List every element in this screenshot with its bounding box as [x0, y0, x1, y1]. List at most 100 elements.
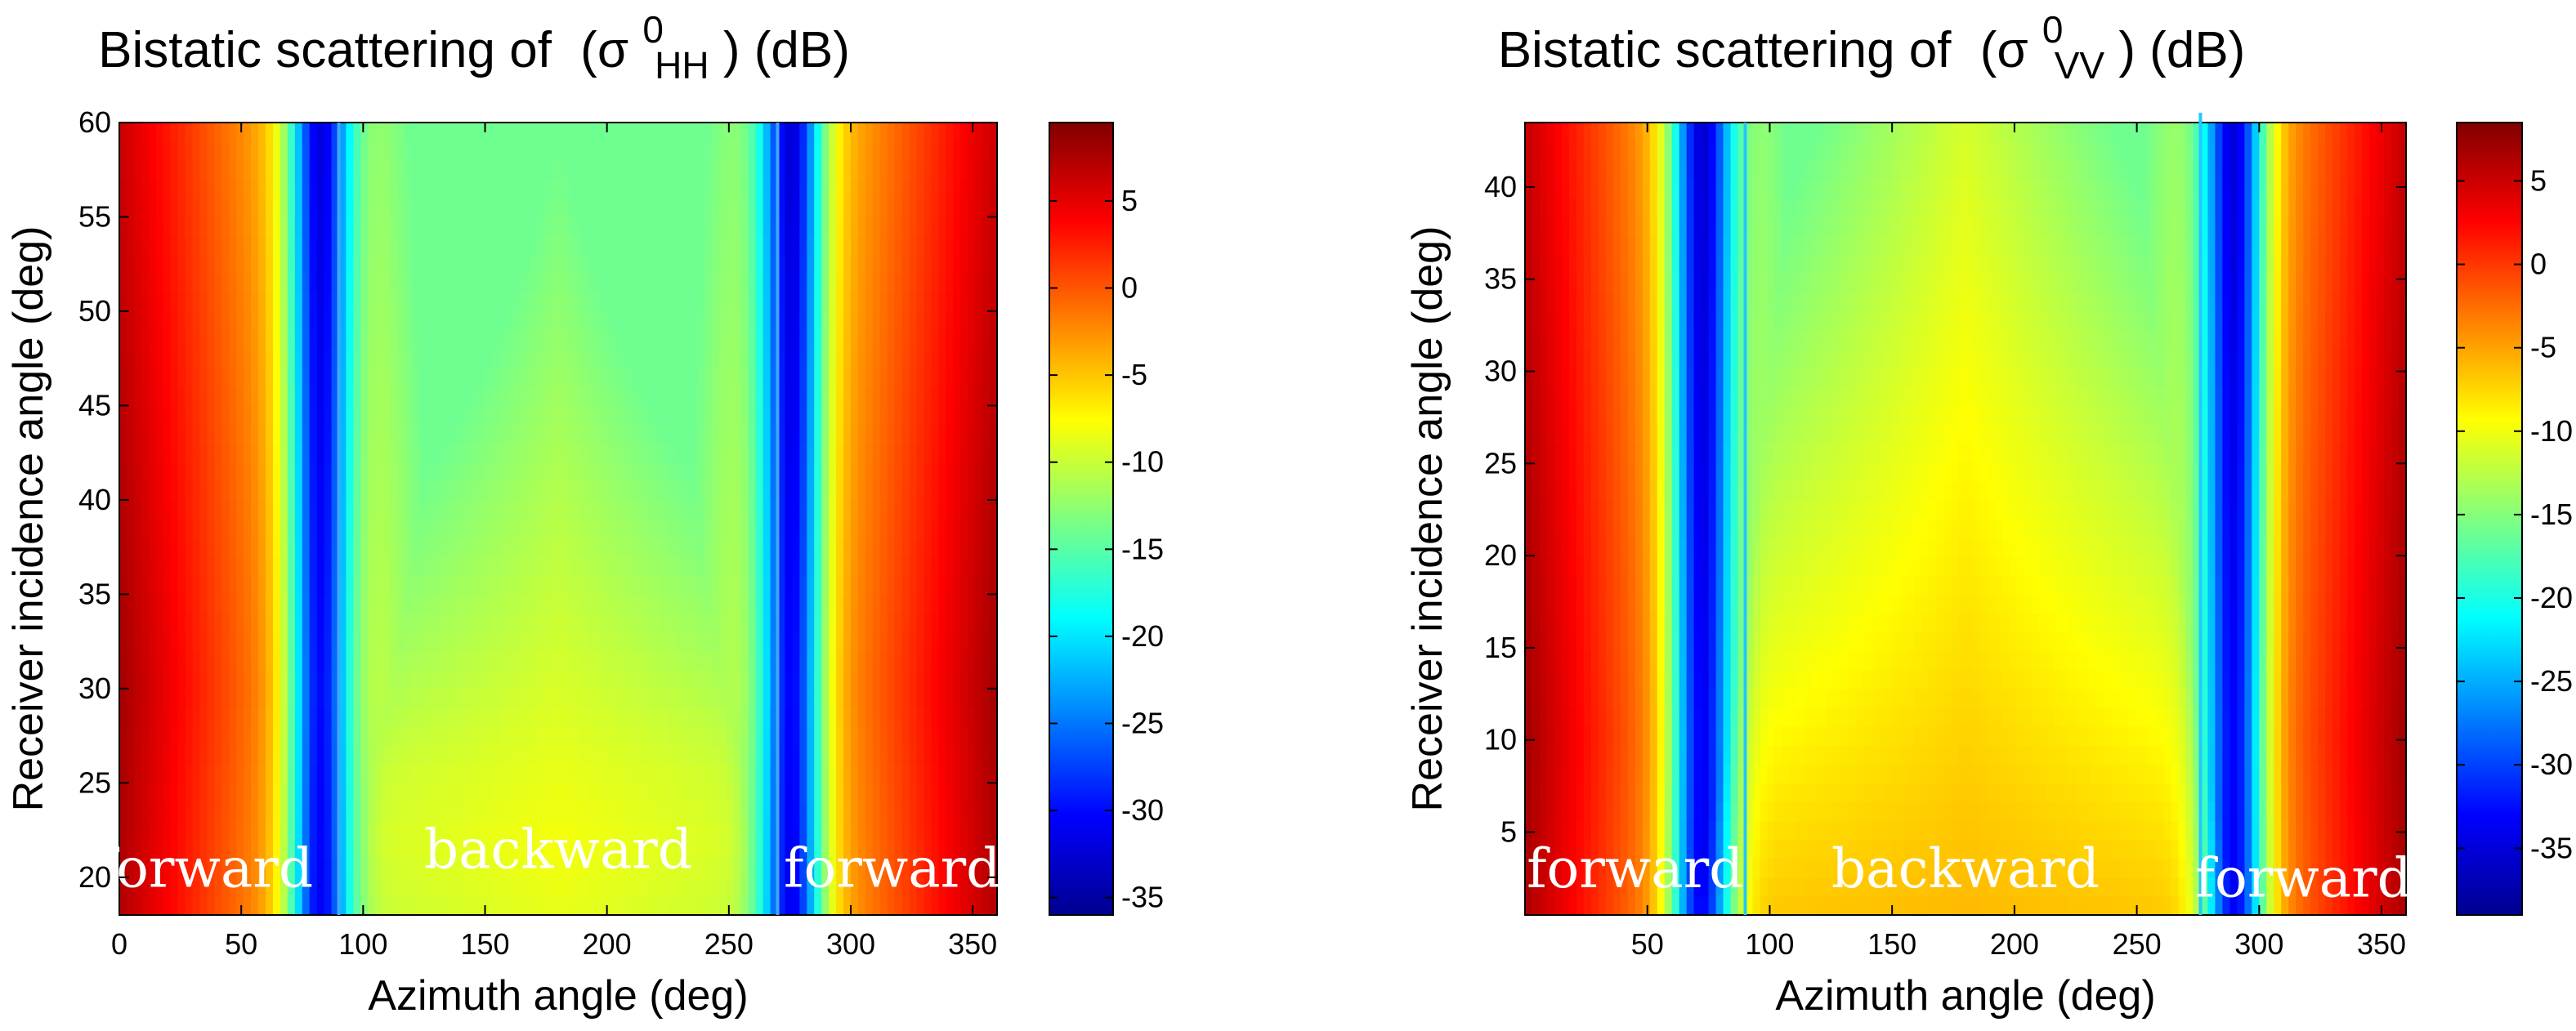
chart-hh-cell	[133, 839, 142, 859]
chart-hh-cell	[953, 575, 961, 595]
chart-hh-cell	[755, 839, 764, 859]
chart-hh-cell	[412, 273, 420, 293]
chart-hh-cell	[375, 405, 383, 426]
chart-hh-cell	[346, 820, 354, 841]
chart-hh-cell	[799, 480, 807, 501]
chart-hh-cell	[814, 424, 822, 444]
chart-hh-cell	[412, 783, 420, 803]
chart-hh-cell	[448, 123, 457, 142]
chart-hh-cell	[865, 801, 874, 822]
chart-hh-cell	[879, 519, 888, 538]
chart-hh-cell	[916, 216, 925, 237]
chart-hh-cell	[579, 141, 588, 161]
chart-hh-cell	[631, 405, 640, 426]
chart-hh-cell	[477, 443, 486, 463]
chart-hh-cell	[718, 216, 727, 237]
chart-hh-cell	[675, 424, 683, 444]
chart-hh-cell	[763, 216, 771, 237]
chart-hh-cell	[155, 254, 164, 274]
chart-hh-cell	[170, 650, 179, 671]
chart-hh-cell	[975, 424, 983, 444]
chart-hh-cell	[697, 726, 705, 746]
chart-hh-cell	[551, 688, 559, 708]
chart-hh-cell	[975, 462, 983, 482]
chart-hh-cell	[207, 575, 215, 595]
chart-hh-cell	[887, 594, 896, 614]
chart-hh-cell	[799, 839, 807, 859]
chart-hh-cell	[733, 613, 742, 633]
chart-hh-cell	[777, 462, 786, 482]
chart-hh-cell	[909, 198, 918, 218]
chart-hh-cell	[170, 745, 179, 765]
chart-hh-cell	[646, 499, 654, 520]
chart-hh-cell	[126, 405, 135, 426]
chart-hh-cell	[675, 368, 683, 387]
chart-hh-cell	[551, 839, 559, 859]
chart-hh-cell	[221, 349, 230, 368]
chart-hh-cell	[894, 895, 903, 916]
chart-hh-cell	[272, 235, 281, 256]
chart-hh-cell	[405, 632, 413, 652]
chart-hh-cell	[455, 235, 464, 256]
chart-hh-cell	[309, 877, 318, 897]
chart-hh-cell	[836, 820, 844, 841]
chart-hh-cell	[126, 254, 135, 274]
chart-hh-cell	[660, 726, 669, 746]
chart-hh-cell	[551, 820, 559, 841]
chart-hh-cell	[931, 424, 939, 444]
chart-hh-cell	[836, 235, 844, 256]
chart-hh-cell	[879, 575, 888, 595]
chart-hh-cell	[294, 707, 303, 727]
chart-hh-cell	[836, 594, 844, 614]
chart-hh-cell	[953, 707, 961, 727]
chart-hh-cell	[711, 405, 720, 426]
chart-hh-cell	[807, 499, 815, 520]
chart-hh-cell	[646, 198, 654, 218]
chart-hh-cell	[148, 368, 157, 387]
chart-hh-cell	[375, 141, 383, 161]
chart-hh-cell	[258, 141, 266, 161]
chart-hh-cell	[785, 349, 793, 368]
chart-hh-cell	[485, 519, 494, 538]
chart-hh-cell	[814, 820, 822, 841]
chart-hh-cell	[990, 650, 998, 671]
chart-hh-cell	[441, 330, 449, 350]
chart-hh-cell	[148, 613, 157, 633]
chart-hh-cell	[968, 820, 976, 841]
chart-hh-cell	[551, 310, 559, 331]
chart-hh-cell	[251, 613, 259, 633]
chart-hh-cell	[214, 613, 222, 633]
chart-hh-cell	[251, 368, 259, 387]
chart-hh-cell	[192, 179, 201, 199]
chart-hh-cell	[346, 349, 354, 368]
chart-hh-cell	[916, 386, 925, 407]
chart-hh-cell	[990, 216, 998, 237]
chart-hh-cell	[331, 141, 340, 161]
chart-hh-cell	[894, 424, 903, 444]
chart-hh-cell	[594, 160, 603, 180]
chart-hh-cell	[463, 632, 472, 652]
chart-hh-cell	[405, 349, 413, 368]
chart-hh-cell	[990, 179, 998, 199]
chart-hh-cell	[807, 292, 815, 312]
chart-hh-cell	[492, 669, 500, 690]
chart-hh-cell	[792, 820, 800, 841]
chart-hh-cell	[733, 745, 742, 765]
chart-hh-cell	[126, 198, 135, 218]
chart-hh-cell	[792, 235, 800, 256]
chart-hh-cell	[390, 349, 398, 368]
chart-hh-cell	[287, 745, 296, 765]
chart-hh-cell	[126, 650, 135, 671]
chart-hh-cell	[916, 273, 925, 293]
chart-hh-cell	[726, 235, 735, 256]
chart-hh-cell	[529, 877, 537, 897]
chart-hh-cell	[565, 519, 574, 538]
chart-hh-cell	[814, 386, 822, 407]
chart-hh-cell	[368, 160, 376, 180]
chart-hh-heatmap	[119, 123, 998, 916]
chart-hh-cell	[214, 179, 222, 199]
chart-hh-cell	[594, 839, 603, 859]
chart-hh-cell	[836, 254, 844, 274]
chart-hh-cell	[448, 330, 457, 350]
chart-hh-cell	[558, 858, 566, 878]
